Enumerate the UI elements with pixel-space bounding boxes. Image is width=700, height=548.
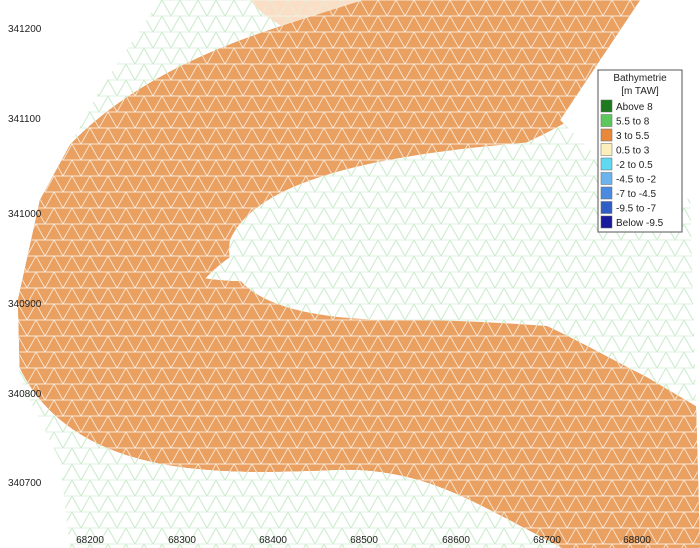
legend-label: 0.5 to 3 [616, 146, 650, 157]
legend: Bathymetrie [m TAW] Above 8 5.5 to 8 3 to … [598, 70, 682, 232]
legend-swatch [601, 216, 612, 228]
legend-label: 3 to 5.5 [616, 131, 650, 142]
legend-swatch [601, 144, 612, 156]
legend-swatch [601, 158, 612, 170]
legend-label: -9.5 to -7 [616, 204, 656, 215]
x-axis-label: 68400 [259, 535, 287, 546]
legend-swatch [601, 129, 612, 141]
y-axis-label: 340700 [8, 478, 42, 489]
legend-label: -4.5 to -2 [616, 175, 656, 186]
legend-label: 5.5 to 8 [616, 117, 650, 128]
legend-label: -2 to 0.5 [616, 160, 653, 171]
x-axis-label: 68800 [623, 535, 651, 546]
legend-swatch [601, 202, 612, 214]
y-axis-label: 341200 [8, 24, 42, 35]
x-axis-label: 68700 [533, 535, 561, 546]
y-axis-label: 340900 [8, 299, 42, 310]
legend-label: -7 to -4.5 [616, 189, 656, 200]
mesh-area [0, 0, 700, 548]
legend-label: Below -9.5 [616, 218, 664, 229]
y-axis-label: 341100 [8, 114, 41, 125]
x-axis-label: 68200 [76, 535, 104, 546]
x-axis-label: 68500 [350, 535, 378, 546]
legend-label: Above 8 [616, 102, 653, 113]
legend-unit: [m TAW] [621, 86, 659, 97]
legend-swatch [601, 173, 612, 185]
x-axis-label: 68600 [442, 535, 470, 546]
legend-swatch [601, 100, 612, 112]
y-axis-label: 340800 [8, 389, 42, 400]
x-axis-label: 68300 [168, 535, 196, 546]
legend-title: Bathymetrie [613, 73, 667, 84]
legend-swatch [601, 115, 612, 127]
mesh-map: Bathymetrie [m TAW] Above 8 5.5 to 8 3 to … [0, 0, 700, 548]
y-axis-label: 341000 [8, 209, 42, 220]
legend-swatch [601, 187, 612, 199]
